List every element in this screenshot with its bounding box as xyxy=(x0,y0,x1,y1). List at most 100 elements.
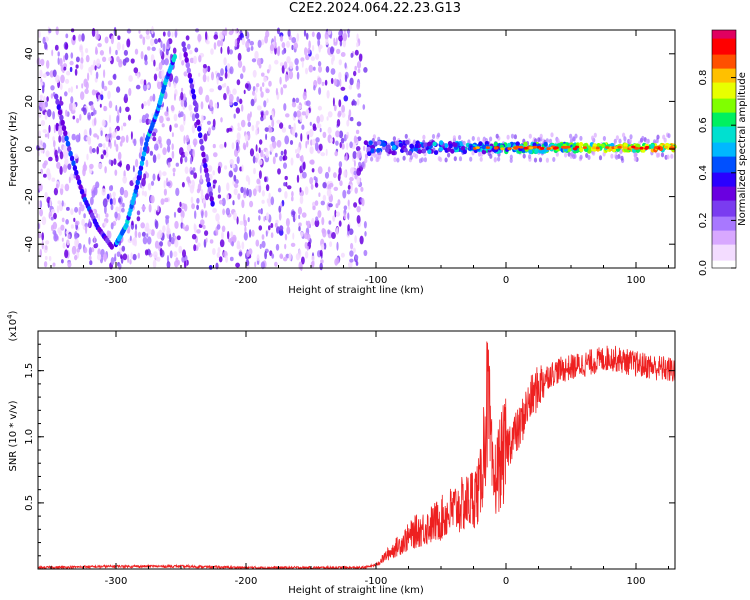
spectrogram-cell xyxy=(162,43,166,52)
band-halo-mark xyxy=(574,133,578,139)
spectrogram-cell xyxy=(300,133,303,142)
spectrogram-cell xyxy=(255,129,258,136)
spectrogram-cell xyxy=(114,253,117,262)
spectrogram-cell xyxy=(59,187,64,196)
band-halo-mark xyxy=(476,136,481,142)
spectrogram-cell xyxy=(74,254,78,261)
spectrogram-cell xyxy=(346,119,350,127)
band-core-mark xyxy=(546,147,551,151)
spectrogram-cell xyxy=(213,34,219,40)
spectrogram-cell xyxy=(175,162,179,167)
spectrogram-cell xyxy=(279,225,284,232)
spectrogram-cell xyxy=(84,88,89,95)
spectral-line-mark xyxy=(60,119,65,126)
spectrogram-cell xyxy=(330,46,334,55)
spectrogram-cell xyxy=(197,242,201,248)
colorbar-swatch xyxy=(712,252,736,255)
spectrogram-cell xyxy=(240,186,244,194)
spectrogram-cell xyxy=(317,77,322,85)
spectrogram-cell xyxy=(166,181,171,187)
spectrogram-cell xyxy=(347,32,350,38)
spectrogram-cell xyxy=(217,194,222,199)
spectrogram-cell xyxy=(261,199,265,204)
spectrogram-cell xyxy=(172,167,176,173)
spectrogram-cell xyxy=(197,33,202,42)
spectral-line-mark xyxy=(201,151,206,158)
spectrogram-cell xyxy=(58,230,62,236)
spectrogram-cell xyxy=(283,182,286,187)
band-halo-mark xyxy=(587,155,591,160)
spectrogram-cell xyxy=(44,255,48,261)
spectral-line-mark xyxy=(188,77,194,84)
spectrogram-cell xyxy=(137,231,142,238)
spectrogram-cell xyxy=(172,47,177,54)
spectrogram-cell xyxy=(212,143,216,149)
band-halo-mark xyxy=(373,152,377,158)
colorbar-swatch xyxy=(712,42,736,45)
spectrogram-cell xyxy=(44,111,48,120)
spectral-line-mark xyxy=(63,130,68,137)
band-halo-mark xyxy=(591,135,595,141)
spectrogram-cell xyxy=(261,240,266,248)
band-halo-mark xyxy=(471,136,475,141)
spectrogram-cell xyxy=(227,231,230,240)
spectrogram-cell xyxy=(316,123,322,129)
spectral-line-mark xyxy=(183,51,188,58)
spectrogram-cell xyxy=(116,56,120,63)
band-mark xyxy=(450,148,455,154)
spectrogram-cell xyxy=(65,70,71,76)
band-halo-mark xyxy=(572,154,576,160)
spectrogram-cell xyxy=(325,66,330,73)
spectrogram-cell xyxy=(157,205,160,213)
spectrogram-cell xyxy=(228,170,233,178)
spectrogram-cell xyxy=(88,247,92,256)
spectrogram-cell xyxy=(235,107,241,114)
spectrogram-cell xyxy=(330,77,334,85)
spectrogram-cell xyxy=(305,108,310,116)
spectrogram-cell xyxy=(341,143,345,150)
spectrogram-cell xyxy=(146,84,150,89)
spectrogram-cell xyxy=(100,130,103,137)
band-mark xyxy=(403,147,408,153)
spectrogram-cell xyxy=(314,142,319,152)
spectrogram-cell xyxy=(67,234,71,239)
spectrogram-cell xyxy=(268,80,272,87)
colorbar-swatch xyxy=(712,202,736,205)
spectrogram-cell xyxy=(123,49,128,56)
spectrogram-cell xyxy=(231,241,235,247)
spectrogram-cell xyxy=(259,86,263,92)
spectrogram-cell xyxy=(288,70,294,80)
spectrogram-cell xyxy=(68,176,71,184)
x-tick-label: -200 xyxy=(235,576,258,587)
band-halo-mark xyxy=(489,153,493,159)
spectral-line-mark xyxy=(141,150,147,157)
spectrogram-cell xyxy=(114,169,118,176)
spectrogram-cell xyxy=(226,182,230,191)
band-core-mark xyxy=(623,146,628,150)
spectrogram-cell xyxy=(98,143,103,148)
spectrogram-cell xyxy=(244,134,249,142)
spectrogram-cell xyxy=(90,104,94,111)
band-halo-mark xyxy=(656,134,660,140)
band-mark xyxy=(506,142,512,148)
spectrogram-cell xyxy=(254,261,257,268)
x-tick-label: -300 xyxy=(105,576,128,587)
spectrogram-cell xyxy=(339,142,342,149)
spectrogram-cell xyxy=(95,181,100,189)
spectrogram-cell xyxy=(347,185,351,190)
spectrogram-cell xyxy=(142,132,146,141)
spectrogram-cell xyxy=(191,203,196,210)
spectrogram-cell xyxy=(127,114,132,121)
spectrogram-cell xyxy=(321,217,325,226)
spectrogram-cell xyxy=(330,137,333,143)
snr-series-line xyxy=(38,341,675,569)
spectrogram-cell xyxy=(325,38,329,45)
spectrogram-cell xyxy=(343,95,349,102)
spectrogram-cell xyxy=(88,255,92,261)
band-mark xyxy=(481,149,487,155)
band-halo-mark xyxy=(602,136,607,141)
spectrogram-cell xyxy=(161,123,165,128)
spectrogram-cell xyxy=(310,183,314,190)
spectrogram-cell xyxy=(333,172,337,179)
spectrogram-cell xyxy=(46,60,50,69)
